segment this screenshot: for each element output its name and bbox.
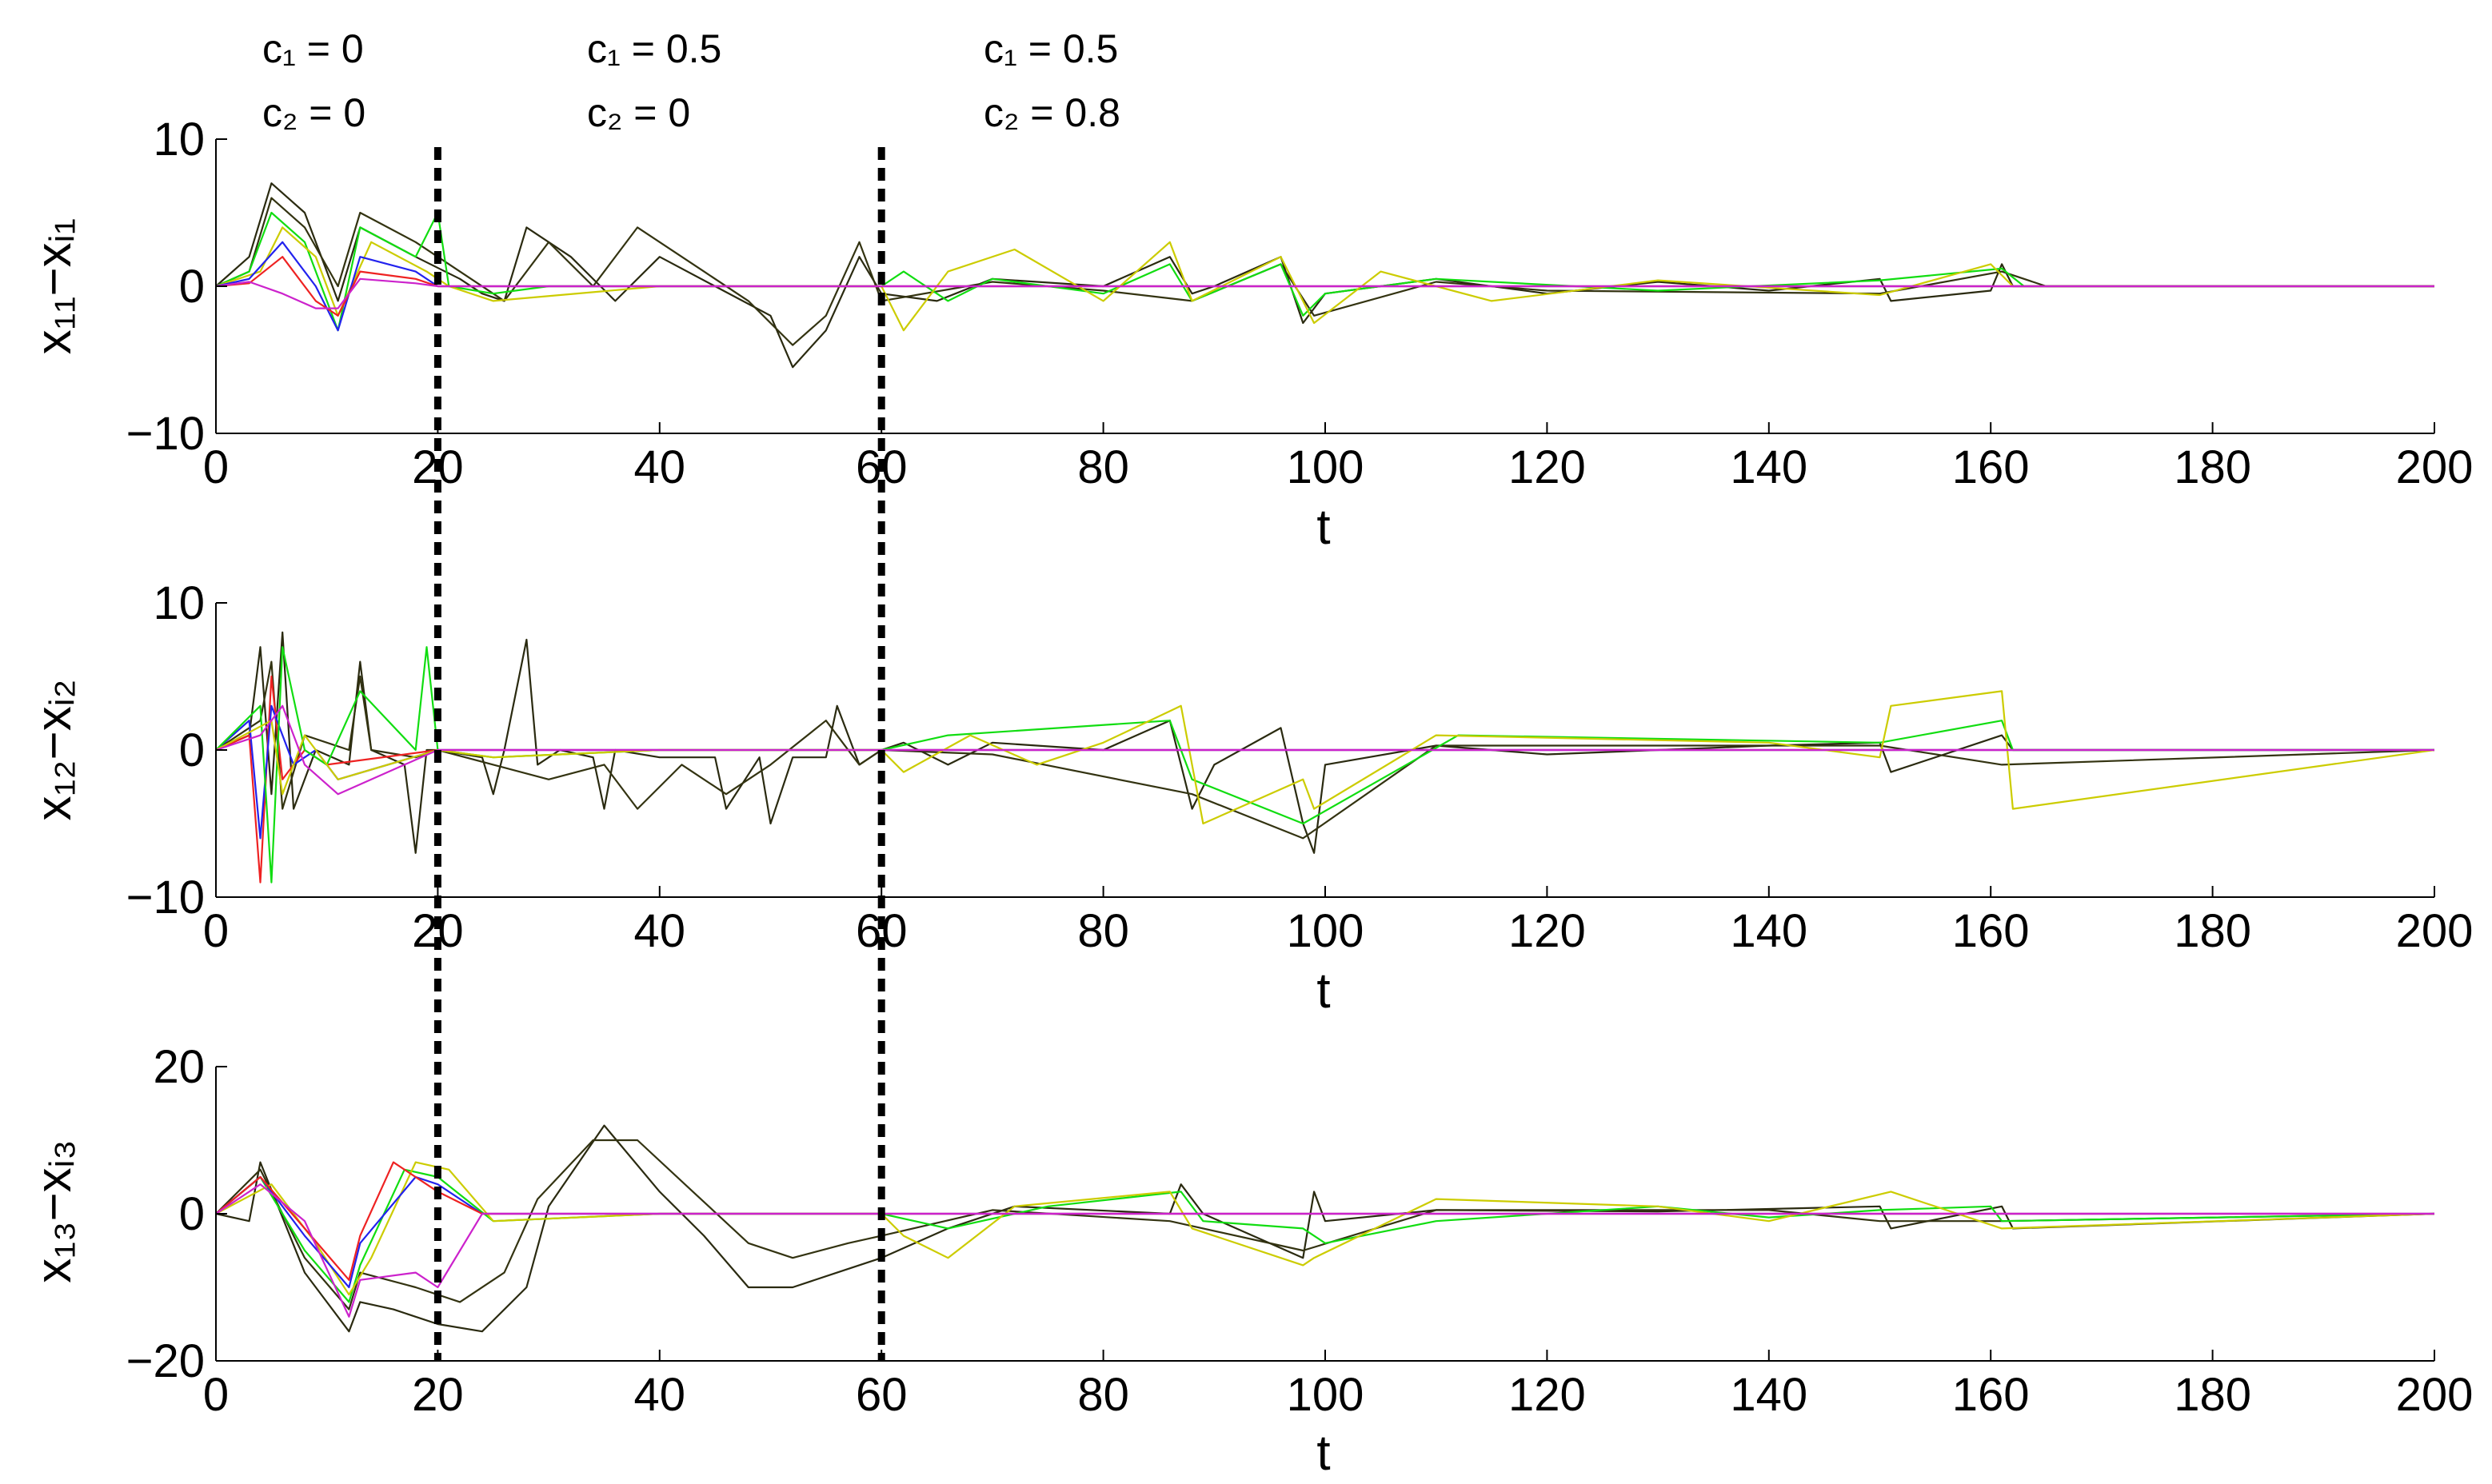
x-tick-label: 160 bbox=[1952, 441, 2030, 493]
series-line-4 bbox=[215, 1175, 2434, 1289]
annotation-c1-phase1: c₁ = 0 bbox=[262, 26, 364, 71]
x-tick-label: 160 bbox=[1952, 905, 2030, 957]
y-tick-label: 20 bbox=[153, 1041, 205, 1093]
x-tick-label: 100 bbox=[1287, 441, 1364, 493]
x-tick-label: 120 bbox=[1508, 905, 1586, 957]
x-tick-label: 100 bbox=[1287, 905, 1364, 957]
annotation-group-3: c₁ = 0.5 c₂ = 0.8 bbox=[984, 26, 1120, 135]
y-tick-label: −10 bbox=[126, 872, 205, 924]
annotation-c2-phase2: c₂ = 0 bbox=[587, 90, 690, 135]
x-tick-label: 80 bbox=[1077, 441, 1129, 493]
x-tick-label: 80 bbox=[1077, 1369, 1129, 1421]
x-tick-label: 200 bbox=[2396, 441, 2474, 493]
x-tick-label: 120 bbox=[1508, 441, 1586, 493]
series-line-5 bbox=[215, 690, 2435, 825]
x-tick-label: 0 bbox=[203, 1369, 229, 1421]
series-line-0 bbox=[215, 1124, 2435, 1333]
series-lines bbox=[215, 182, 2434, 369]
series-line-3 bbox=[215, 1161, 2435, 1296]
annotation-group-2: c₁ = 0.5 c₂ = 0 bbox=[587, 26, 721, 135]
y-tick-label: 0 bbox=[179, 1188, 205, 1240]
x-axis-label: t bbox=[1316, 1426, 1330, 1481]
x-tick-label: 60 bbox=[856, 1369, 908, 1421]
series-line-2 bbox=[215, 675, 2434, 884]
x-tick-label: 180 bbox=[2174, 441, 2251, 493]
x-tick-label: 200 bbox=[2396, 1369, 2474, 1421]
x-tick-label: 80 bbox=[1077, 905, 1129, 957]
y-tick-label: −10 bbox=[126, 408, 205, 460]
series-lines bbox=[215, 1124, 2435, 1333]
x-tick-label: 0 bbox=[203, 441, 229, 493]
series-line-0 bbox=[215, 182, 2434, 369]
x-tick-label: 140 bbox=[1730, 905, 1807, 957]
annotation-group-1: c₁ = 0 c₂ = 0 bbox=[262, 26, 365, 135]
switch-time-lines bbox=[433, 147, 885, 1361]
y-axis-label: x₁₃−xᵢ₃ bbox=[26, 1139, 82, 1283]
x-tick-label: 140 bbox=[1730, 1369, 1807, 1421]
series-line-6 bbox=[215, 704, 2434, 796]
y-tick-label: 0 bbox=[179, 261, 205, 313]
series-line-2 bbox=[215, 1168, 2435, 1303]
y-tick-label: −20 bbox=[126, 1335, 205, 1387]
series-line-0 bbox=[215, 631, 2434, 854]
series-line-1 bbox=[215, 197, 2434, 346]
y-axis-label: x₁₂−xᵢ₂ bbox=[26, 679, 82, 820]
x-tick-label: 40 bbox=[634, 441, 686, 493]
x-tick-label: 0 bbox=[203, 905, 229, 957]
x-tick-label: 180 bbox=[2174, 905, 2251, 957]
x-tick-label: 20 bbox=[412, 1369, 464, 1421]
x-axis-label: t bbox=[1316, 500, 1330, 555]
annotation-c1-phase3: c₁ = 0.5 bbox=[984, 26, 1118, 71]
x-tick-label: 40 bbox=[634, 1369, 686, 1421]
x-tick-label: 40 bbox=[634, 905, 686, 957]
x-tick-label: 100 bbox=[1287, 1369, 1364, 1421]
annotation-c1-phase2: c₁ = 0.5 bbox=[587, 26, 721, 71]
x-tick-label: 160 bbox=[1952, 1369, 2030, 1421]
annotation-c2-phase3: c₂ = 0.8 bbox=[984, 90, 1120, 135]
x-tick-label: 180 bbox=[2174, 1369, 2251, 1421]
x-tick-label: 200 bbox=[2396, 905, 2474, 957]
series-lines bbox=[215, 631, 2435, 884]
y-tick-label: 10 bbox=[153, 577, 205, 629]
series-line-3 bbox=[215, 704, 2434, 840]
y-tick-label: 10 bbox=[153, 114, 205, 166]
series-line-1 bbox=[215, 660, 2435, 840]
annotation-c2-phase1: c₂ = 0 bbox=[262, 90, 365, 135]
y-tick-label: 0 bbox=[179, 724, 205, 776]
x-tick-label: 120 bbox=[1508, 1369, 1586, 1421]
x-axis-label: t bbox=[1316, 963, 1330, 1019]
y-axis-label: x₁₁−xᵢ₁ bbox=[26, 218, 82, 355]
series-line-6 bbox=[215, 277, 2434, 309]
series-line-6 bbox=[215, 1183, 2434, 1318]
x-tick-label: 140 bbox=[1730, 441, 1807, 493]
